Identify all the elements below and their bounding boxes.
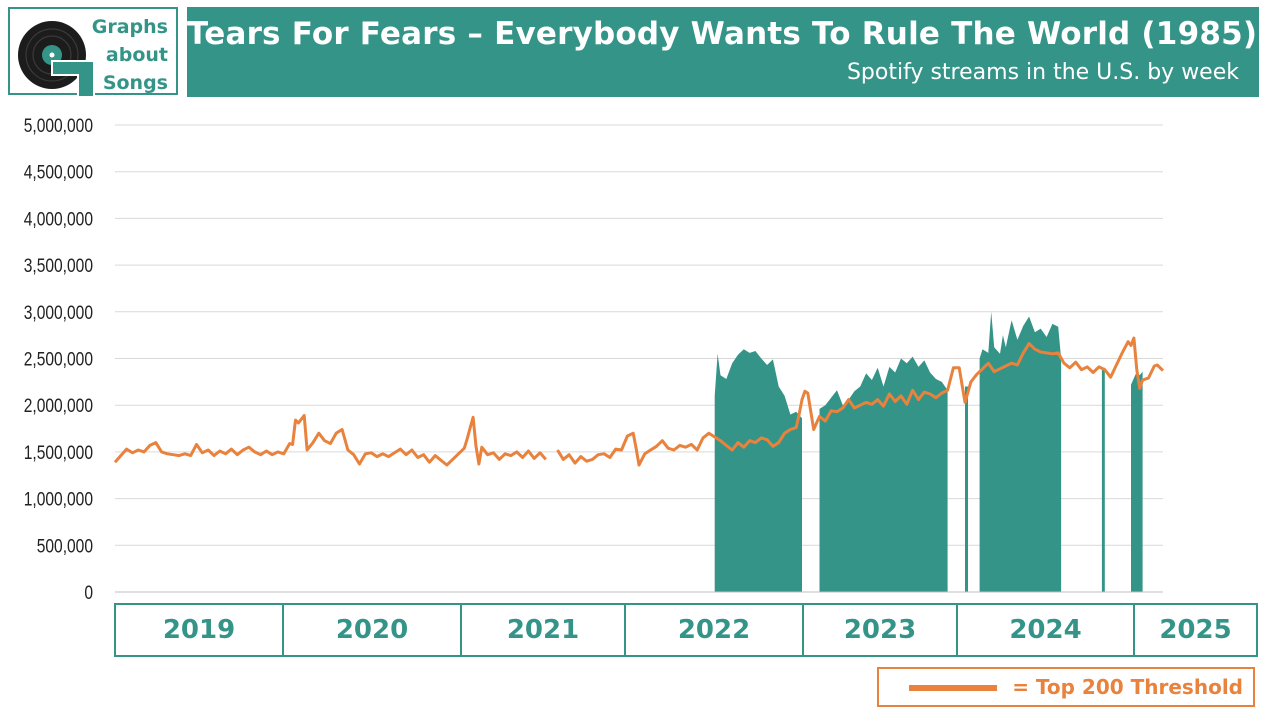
year-label-2019: 2019: [116, 605, 284, 655]
streams-area: [965, 386, 968, 592]
streams-area: [1131, 371, 1143, 592]
y-tick-label: 4,000,000: [24, 208, 93, 230]
y-tick-label: 3,500,000: [24, 255, 93, 277]
year-label-2025: 2025: [1159, 615, 1232, 645]
year-label-2020: 2020: [284, 605, 462, 655]
streams-area: [979, 311, 1062, 592]
year-axis: 2019 2020 2021 2022 2023 2024 2025: [114, 603, 1258, 657]
chart-subtitle: Spotify streams in the U.S. by week: [846, 60, 1239, 85]
logo-wordmark: Graphs about Songs: [92, 13, 168, 97]
legend-label: = Top 200 Threshold: [1012, 675, 1243, 699]
streams-area: [819, 356, 948, 592]
year-label-2024: 2024: [958, 605, 1135, 655]
year-label-2022: 2022: [626, 605, 804, 655]
y-tick-label: 2,500,000: [24, 348, 93, 370]
y-tick-label: 1,000,000: [24, 488, 93, 510]
year-label-2021: 2021: [462, 605, 626, 655]
logo-line-2: about: [105, 44, 168, 66]
threshold-line: [113, 336, 1165, 467]
chart-header: Tears For Fears – Everybody Wants To Rul…: [187, 7, 1259, 97]
y-tick-label: 2,000,000: [24, 395, 93, 417]
streams-area: [1101, 367, 1105, 592]
y-tick-label: 500,000: [37, 535, 93, 557]
legend-threshold-line: [909, 685, 997, 691]
y-tick-label: 4,500,000: [24, 161, 93, 183]
chart-title: Tears For Fears – Everybody Wants To Rul…: [187, 16, 1258, 52]
y-tick-label: 3,000,000: [24, 301, 93, 323]
vinyl-record-icon: [18, 21, 95, 97]
y-tick-label: 1,500,000: [24, 441, 93, 463]
logo-line-3: Songs: [102, 72, 168, 94]
streams-area: [714, 349, 802, 592]
logo: Graphs about Songs: [8, 7, 178, 97]
year-label-2023: 2023: [804, 605, 958, 655]
logo-line-1: Graphs: [91, 16, 168, 38]
legend: = Top 200 Threshold: [877, 667, 1255, 707]
y-tick-label: 5,000,000: [24, 115, 93, 137]
y-tick-label: 0: [84, 582, 93, 604]
